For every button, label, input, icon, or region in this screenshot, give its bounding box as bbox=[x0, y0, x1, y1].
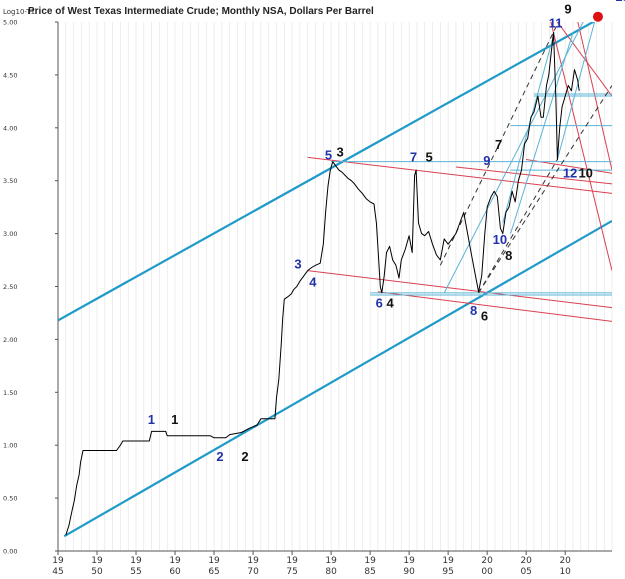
wave-label: 3 bbox=[337, 144, 344, 159]
wave-label: 6 bbox=[481, 308, 488, 323]
x-tick-label-year: 00 bbox=[481, 567, 493, 577]
y-tick-label: 5.00 bbox=[3, 19, 17, 27]
x-tick-label-century: 19 bbox=[286, 556, 298, 566]
wave-label: 3 bbox=[294, 257, 301, 272]
x-tick-label-year: 55 bbox=[130, 567, 141, 577]
x-tick-label-century: 20 bbox=[481, 556, 493, 566]
x-tick-label-century: 19 bbox=[130, 556, 142, 566]
wave-label: 8 bbox=[470, 303, 477, 318]
x-tick-label-year: 80 bbox=[325, 567, 337, 577]
y-tick-label: 2.00 bbox=[3, 336, 17, 344]
wave-label: 10 bbox=[493, 232, 507, 247]
x-tick-label-year: 75 bbox=[286, 567, 297, 577]
x-tick-label-century: 19 bbox=[442, 556, 454, 566]
wave-label: 12 bbox=[563, 166, 577, 181]
x-tick-label-year: 05 bbox=[520, 567, 531, 577]
x-tick-label-year: 10 bbox=[559, 567, 571, 577]
x-tick-label-century: 19 bbox=[364, 556, 376, 566]
wave-label: 11 bbox=[549, 15, 563, 30]
wave-label: 9 bbox=[564, 2, 571, 17]
x-tick-label-century: 20 bbox=[520, 556, 532, 566]
wave-label: 13 bbox=[615, 0, 625, 4]
x-tick-label-century: 19 bbox=[208, 556, 220, 566]
wave-label: 4 bbox=[386, 296, 394, 311]
wave-label: 8 bbox=[505, 248, 512, 263]
y-tick-label: 2.50 bbox=[3, 283, 17, 291]
y-tick-label: 1.00 bbox=[3, 442, 17, 450]
x-tick-label-year: 60 bbox=[169, 567, 181, 577]
y-tick-label: 0.00 bbox=[3, 548, 17, 556]
plot-content bbox=[58, 1, 612, 536]
trend-line bbox=[64, 221, 612, 536]
x-tick-label-year: 90 bbox=[403, 567, 415, 577]
wave-label: 1 bbox=[171, 412, 178, 427]
x-tick-label-year: 45 bbox=[52, 567, 63, 577]
y-tick-label: 3.00 bbox=[3, 230, 17, 238]
grid-lines bbox=[58, 22, 612, 551]
trend-line bbox=[546, 1, 612, 271]
wave-label: 5 bbox=[325, 148, 332, 163]
x-tick-label-century: 20 bbox=[559, 556, 571, 566]
chart-title: Price of West Texas Intermediate Crude; … bbox=[28, 6, 374, 17]
trend-line bbox=[479, 160, 558, 293]
x-tick-label-year: 50 bbox=[91, 567, 103, 577]
x-tick-label-century: 19 bbox=[325, 556, 337, 566]
x-tick-label-year: 65 bbox=[208, 567, 219, 577]
current-price-marker bbox=[593, 12, 603, 22]
y-tick-label: 1.50 bbox=[3, 389, 17, 397]
wave-label: 4 bbox=[309, 275, 317, 290]
wave-label: 2 bbox=[241, 449, 248, 464]
y-tick-label: 3.50 bbox=[3, 177, 17, 185]
x-tick-label-century: 19 bbox=[91, 556, 103, 566]
wave-label: 5 bbox=[426, 150, 433, 165]
x-tick-label-century: 19 bbox=[247, 556, 259, 566]
wave-label: 9 bbox=[483, 153, 490, 168]
wave-label: 2 bbox=[216, 449, 223, 464]
x-tick-label-year: 85 bbox=[364, 567, 375, 577]
x-tick-label-year: 95 bbox=[442, 567, 453, 577]
wave-label: 6 bbox=[376, 296, 383, 311]
plot-area: 0.00 0.50 1.00 1.50 2.00 2.50 3.00 3.50 4.00 4.50… bbox=[3, 0, 625, 577]
y-tick-label: 0.50 bbox=[3, 495, 17, 503]
wave-label: 7 bbox=[495, 137, 502, 152]
wave-label: 10 bbox=[578, 166, 592, 181]
wave-label: 1 bbox=[148, 412, 155, 427]
x-tick-label-year: 70 bbox=[247, 567, 259, 577]
wave-label: 7 bbox=[410, 150, 417, 165]
x-tick-label-century: 19 bbox=[169, 556, 181, 566]
x-tick-label-century: 19 bbox=[403, 556, 415, 566]
y-tick-label: 4.50 bbox=[3, 71, 17, 79]
x-tick-label-century: 19 bbox=[52, 556, 64, 566]
y-tick-label: 4.00 bbox=[3, 124, 17, 132]
trend-line bbox=[444, 1, 594, 293]
